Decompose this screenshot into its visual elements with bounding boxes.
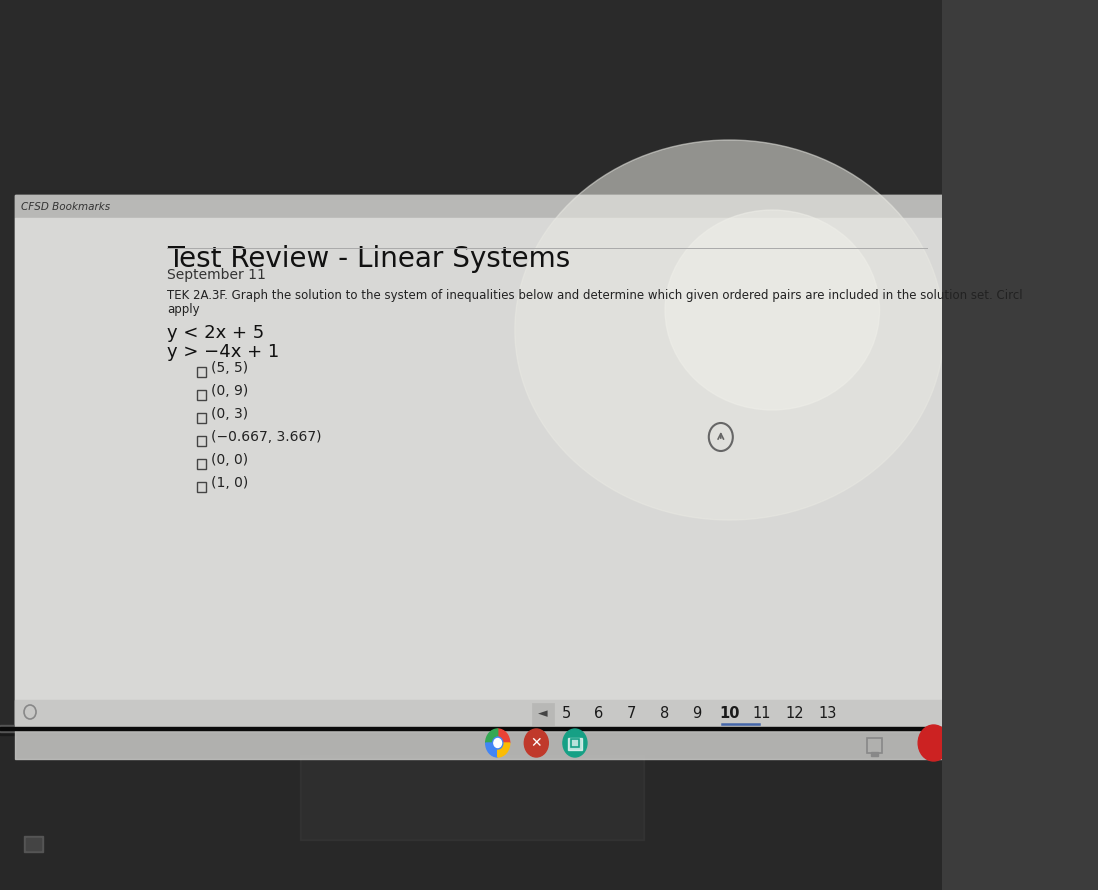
Bar	[0, 730, 942, 890]
Bar	[0, 0, 942, 727]
Bar	[0, 725, 942, 732]
Bar	[15, 195, 942, 218]
Wedge shape	[485, 729, 497, 743]
Bar	[568, 738, 582, 750]
Bar	[871, 752, 877, 756]
Text: ✕: ✕	[530, 736, 542, 750]
Text: (0, 9): (0, 9)	[211, 384, 248, 398]
Bar	[24, 836, 43, 852]
Bar	[198, 390, 206, 400]
Text: (0, 0): (0, 0)	[211, 453, 248, 467]
Text: apply: apply	[167, 303, 200, 316]
Text: 5: 5	[562, 707, 571, 722]
Text: (1, 0): (1, 0)	[211, 476, 248, 490]
Text: y < 2x + 5: y < 2x + 5	[167, 324, 265, 342]
Bar	[15, 700, 942, 727]
Ellipse shape	[515, 140, 944, 520]
Text: (5, 5): (5, 5)	[211, 361, 248, 375]
Wedge shape	[485, 743, 497, 757]
Circle shape	[494, 739, 502, 748]
Circle shape	[525, 729, 548, 757]
Text: 11: 11	[753, 707, 771, 722]
Bar	[533, 703, 554, 725]
Bar	[198, 459, 206, 469]
Text: 6: 6	[594, 707, 604, 722]
Text: (−0.667, 3.667): (−0.667, 3.667)	[211, 430, 322, 444]
Text: ◄: ◄	[538, 708, 548, 721]
Bar	[15, 727, 942, 759]
Wedge shape	[497, 729, 509, 743]
Circle shape	[493, 737, 503, 749]
Bar	[198, 367, 206, 377]
Text: 8: 8	[660, 707, 669, 722]
Circle shape	[918, 725, 949, 761]
Bar	[571, 739, 580, 747]
Bar	[301, 755, 643, 840]
Bar	[198, 413, 206, 423]
Circle shape	[563, 729, 587, 757]
Ellipse shape	[665, 210, 879, 410]
Polygon shape	[15, 195, 942, 727]
Bar	[15, 218, 942, 727]
Text: y > −4x + 1: y > −4x + 1	[167, 343, 280, 361]
Text: TEK 2A.3F. Graph the solution to the system of inequalities below and determine : TEK 2A.3F. Graph the solution to the sys…	[167, 289, 1023, 302]
Bar	[25, 838, 42, 850]
Wedge shape	[497, 743, 509, 757]
Text: 9: 9	[692, 707, 702, 722]
Text: 12: 12	[785, 707, 804, 722]
Text: Test Review - Linear Systems: Test Review - Linear Systems	[167, 245, 571, 273]
Text: 13: 13	[818, 707, 837, 722]
Text: 7: 7	[627, 707, 636, 722]
Bar	[198, 482, 206, 492]
Text: 10: 10	[719, 707, 740, 722]
Text: CFSD Bookmarks: CFSD Bookmarks	[22, 202, 111, 212]
Bar	[302, 757, 642, 838]
Text: September 11: September 11	[167, 268, 266, 282]
Bar	[0, 727, 942, 735]
Bar	[86, 697, 643, 727]
Bar	[0, 727, 942, 730]
Bar	[866, 738, 882, 753]
Bar	[198, 436, 206, 446]
Text: (0, 3): (0, 3)	[211, 407, 248, 421]
